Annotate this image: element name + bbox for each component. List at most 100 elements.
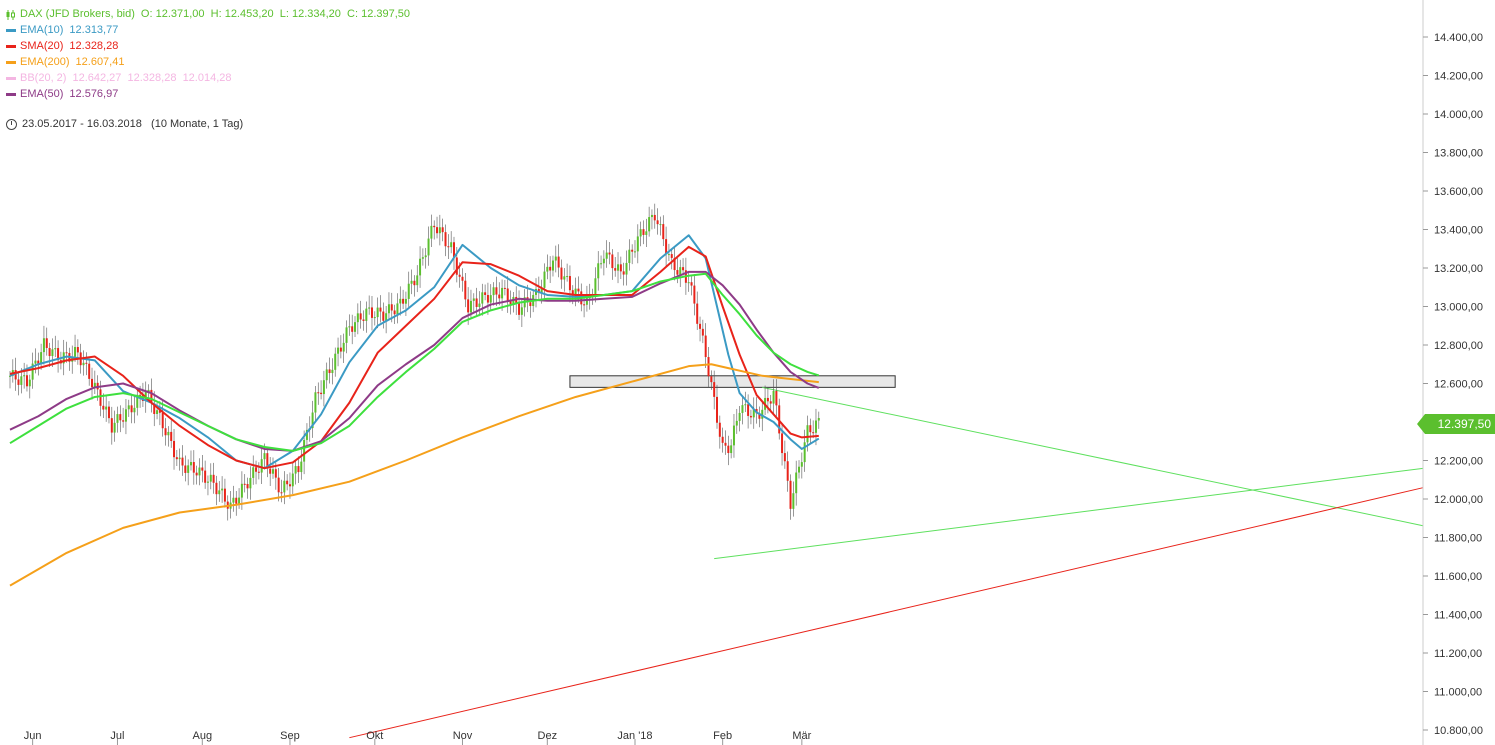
- trendline-support: [714, 467, 1424, 560]
- indicator-bb[interactable]: BB(20, 2) 12.642,27 12.328,28 12.014,28: [6, 70, 410, 86]
- candle-body: [99, 389, 102, 406]
- candle-body: [781, 433, 784, 454]
- indicator-ema10[interactable]: EMA(10) 12.313,77: [6, 22, 410, 38]
- candle-body: [173, 440, 176, 458]
- candle-body: [416, 275, 419, 286]
- instrument-title: DAX (JFD Brokers, bid): [20, 8, 135, 20]
- candle-body: [619, 264, 622, 272]
- candle-body: [809, 425, 812, 433]
- candle-body: [76, 347, 79, 353]
- candle-body: [597, 263, 600, 279]
- candle-body: [806, 425, 809, 443]
- candle-body: [167, 431, 170, 436]
- candle-body: [679, 267, 682, 275]
- candle-body: [212, 474, 215, 483]
- candle-body: [444, 232, 447, 247]
- candle-body: [600, 263, 603, 265]
- candle-body: [354, 322, 357, 332]
- y-tick-label: 12.800,00: [1434, 340, 1483, 352]
- candle-body: [659, 224, 662, 226]
- y-tick-label: 13.000,00: [1434, 302, 1483, 314]
- candle-body: [611, 254, 614, 269]
- candle-body: [749, 415, 752, 418]
- candle-body: [814, 420, 817, 433]
- candle-body: [747, 404, 750, 416]
- candle-body: [238, 497, 241, 504]
- date-range-text: 23.05.2017 - 16.03.2018 (10 Monate, 1 Ta…: [22, 118, 244, 130]
- y-tick-label: 11.600,00: [1434, 571, 1482, 583]
- candle-body: [139, 394, 142, 396]
- candle-body: [509, 301, 512, 305]
- candle-body: [407, 283, 410, 299]
- candle-body: [413, 280, 416, 286]
- candle-body: [424, 255, 427, 258]
- candle-body: [520, 307, 523, 315]
- candle-body: [274, 469, 277, 478]
- candle-body: [563, 276, 566, 280]
- candle-body: [334, 353, 337, 370]
- candle-body: [399, 298, 402, 304]
- indicator-label: EMA(10): [20, 24, 64, 36]
- candle-body: [667, 254, 670, 256]
- candle-body: [738, 412, 741, 421]
- candle-body: [665, 239, 668, 255]
- candle-body: [382, 311, 385, 321]
- candle-body: [20, 376, 23, 385]
- y-axis: 14.400,00 14.200,00 14.000,00 13.800,00 13.6…: [1423, 32, 1483, 737]
- candle-body: [390, 304, 393, 311]
- candle-body: [713, 382, 716, 397]
- indicator-label: BB(20, 2): [20, 72, 67, 84]
- candle-body: [710, 376, 713, 383]
- indicator-ema200[interactable]: EMA(200) 12.607,41: [6, 54, 410, 70]
- bb-swatch: [6, 76, 16, 80]
- candle-body: [124, 409, 127, 422]
- candle-body: [42, 338, 45, 353]
- candle-body: [792, 493, 795, 509]
- candle-body: [195, 472, 198, 476]
- candle-body: [795, 472, 798, 494]
- candle-body: [625, 262, 628, 275]
- candle-body: [192, 462, 195, 473]
- y-tick-label: 12.000,00: [1434, 494, 1483, 506]
- candle-body: [57, 348, 60, 361]
- candle-body: [419, 258, 422, 276]
- ema200-swatch: [6, 60, 16, 64]
- candle-body: [696, 303, 699, 324]
- candle-body: [566, 276, 569, 278]
- ohlc-values: O: 12.371,00 H: 12.453,20 L: 12.334,20 C…: [140, 8, 411, 20]
- candle-body: [433, 225, 436, 228]
- resistance-zone: [569, 375, 896, 388]
- y-tick-label: 13.600,00: [1434, 186, 1483, 198]
- candle-body: [314, 392, 317, 413]
- candle-body: [450, 242, 453, 248]
- candle-body: [554, 256, 557, 261]
- candle-body: [701, 328, 704, 336]
- candle-body: [495, 287, 498, 295]
- candle-body: [215, 482, 218, 495]
- candle-body: [184, 465, 187, 473]
- candle-body: [602, 258, 605, 264]
- indicator-ema50[interactable]: EMA(50) 12.576,97: [6, 86, 410, 102]
- candle-body: [223, 488, 226, 502]
- candle-body: [51, 349, 54, 357]
- candle-body: [48, 347, 51, 357]
- candle-body: [707, 357, 710, 377]
- y-tick-label: 12.600,00: [1434, 379, 1483, 391]
- indicator-sma20[interactable]: SMA(20) 12.328,28: [6, 38, 410, 54]
- candle-body: [189, 462, 192, 466]
- candle-body: [670, 254, 673, 258]
- candle-body: [291, 473, 294, 487]
- candle-body: [721, 436, 724, 443]
- candle-body: [331, 369, 334, 374]
- candle-body: [484, 292, 487, 295]
- candle-body: [653, 214, 656, 221]
- y-tick-label: 10.800,00: [1434, 725, 1483, 737]
- candle-body: [518, 302, 521, 315]
- candle-body: [286, 480, 289, 485]
- candle-body: [682, 267, 685, 271]
- candle-body: [9, 375, 11, 377]
- trendline-resistance: [762, 386, 1424, 527]
- sma20-swatch: [6, 44, 16, 48]
- series-line-bb-upper-green-: [9, 272, 820, 452]
